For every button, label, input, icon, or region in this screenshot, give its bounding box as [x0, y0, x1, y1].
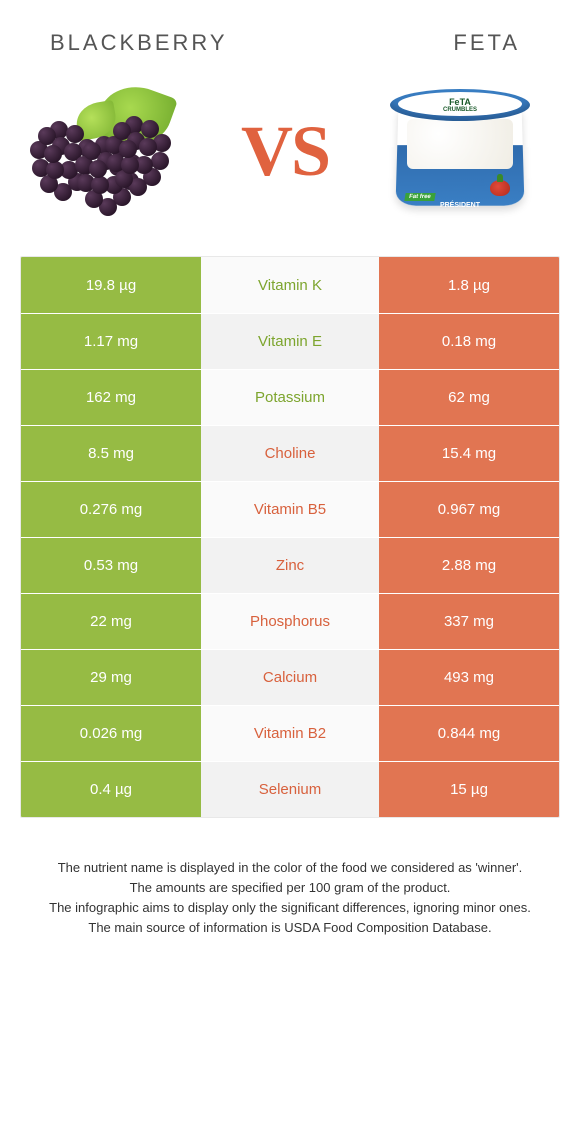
footnote-line: The main source of information is USDA F… [30, 918, 550, 938]
nutrient-name: Selenium [201, 762, 379, 817]
value-left: 8.5 mg [21, 426, 201, 481]
value-right: 0.18 mg [379, 314, 559, 369]
nutrient-name: Vitamin B5 [201, 482, 379, 537]
feta-product: FeTA [390, 97, 530, 107]
value-right: 493 mg [379, 650, 559, 705]
footnotes: The nutrient name is displayed in the co… [30, 858, 550, 939]
value-right: 15.4 mg [379, 426, 559, 481]
nutrient-name: Potassium [201, 370, 379, 425]
nutrient-name: Calcium [201, 650, 379, 705]
nutrient-row: 0.53 mgZinc2.88 mg [21, 537, 559, 593]
value-left: 0.4 µg [21, 762, 201, 817]
value-left: 0.026 mg [21, 706, 201, 761]
footnote-line: The infographic aims to display only the… [30, 898, 550, 918]
hero: VS Fat free PRÉSIDENT FeTA CRUMBLES [0, 76, 580, 256]
footnote-line: The amounts are specified per 100 gram o… [30, 878, 550, 898]
nutrient-row: 0.276 mgVitamin B50.967 mg [21, 481, 559, 537]
value-left: 1.17 mg [21, 314, 201, 369]
blackberry-image [30, 76, 190, 226]
title-left: BLACKBERRY [50, 30, 228, 56]
nutrient-name: Vitamin K [201, 257, 379, 313]
vs-label: VS [241, 110, 329, 193]
value-right: 0.844 mg [379, 706, 559, 761]
nutrient-row: 22 mgPhosphorus337 mg [21, 593, 559, 649]
value-right: 2.88 mg [379, 538, 559, 593]
value-left: 0.53 mg [21, 538, 201, 593]
value-left: 162 mg [21, 370, 201, 425]
nutrient-table: 19.8 µgVitamin K1.8 µg1.17 mgVitamin E0.… [20, 256, 560, 818]
feta-sub: CRUMBLES [390, 107, 530, 113]
nutrient-name: Choline [201, 426, 379, 481]
value-left: 29 mg [21, 650, 201, 705]
feta-image: Fat free PRÉSIDENT FeTA CRUMBLES [380, 76, 540, 226]
title-right: FETA [453, 30, 520, 56]
nutrient-name: Phosphorus [201, 594, 379, 649]
nutrient-row: 29 mgCalcium493 mg [21, 649, 559, 705]
nutrient-row: 162 mgPotassium62 mg [21, 369, 559, 425]
value-right: 1.8 µg [379, 257, 559, 313]
nutrient-row: 8.5 mgCholine15.4 mg [21, 425, 559, 481]
nutrient-name: Vitamin E [201, 314, 379, 369]
header: BLACKBERRY FETA [0, 0, 580, 76]
nutrient-name: Vitamin B2 [201, 706, 379, 761]
feta-brand: PRÉSIDENT [385, 202, 535, 209]
footnote-line: The nutrient name is displayed in the co… [30, 858, 550, 878]
value-right: 337 mg [379, 594, 559, 649]
value-left: 0.276 mg [21, 482, 201, 537]
feta-badge: Fat free [404, 193, 435, 201]
nutrient-name: Zinc [201, 538, 379, 593]
value-right: 15 µg [379, 762, 559, 817]
nutrient-row: 0.4 µgSelenium15 µg [21, 761, 559, 817]
nutrient-row: 19.8 µgVitamin K1.8 µg [21, 257, 559, 313]
value-right: 0.967 mg [379, 482, 559, 537]
nutrient-row: 1.17 mgVitamin E0.18 mg [21, 313, 559, 369]
nutrient-row: 0.026 mgVitamin B20.844 mg [21, 705, 559, 761]
value-left: 19.8 µg [21, 257, 201, 313]
value-right: 62 mg [379, 370, 559, 425]
value-left: 22 mg [21, 594, 201, 649]
